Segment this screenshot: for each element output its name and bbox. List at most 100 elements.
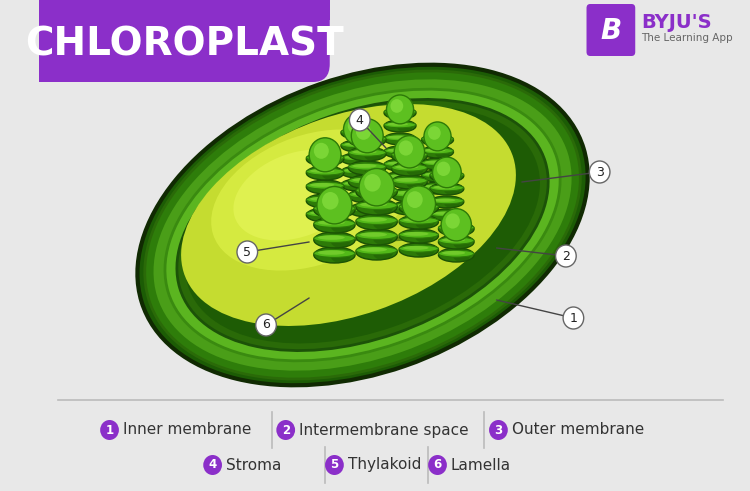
Ellipse shape (395, 178, 418, 182)
Ellipse shape (430, 198, 464, 204)
Ellipse shape (310, 155, 334, 159)
Ellipse shape (314, 232, 355, 248)
Ellipse shape (384, 109, 416, 115)
Ellipse shape (415, 215, 434, 229)
Ellipse shape (306, 154, 344, 161)
Ellipse shape (314, 217, 355, 233)
Ellipse shape (387, 123, 408, 126)
Ellipse shape (384, 120, 416, 132)
Ellipse shape (330, 247, 351, 263)
Ellipse shape (384, 107, 416, 119)
Ellipse shape (321, 208, 340, 222)
Ellipse shape (430, 183, 464, 195)
Ellipse shape (422, 136, 454, 142)
Ellipse shape (373, 184, 393, 200)
Ellipse shape (397, 159, 412, 171)
Ellipse shape (364, 161, 382, 175)
Ellipse shape (402, 186, 436, 221)
Ellipse shape (395, 204, 418, 208)
Text: Thylakoid: Thylakoid (347, 458, 421, 472)
Circle shape (100, 420, 119, 440)
Text: BYJU'S: BYJU'S (640, 12, 712, 31)
Ellipse shape (387, 136, 408, 139)
Ellipse shape (341, 142, 375, 148)
Text: 4: 4 (356, 113, 364, 127)
Ellipse shape (318, 220, 345, 225)
Ellipse shape (434, 146, 450, 158)
Ellipse shape (415, 201, 434, 215)
Ellipse shape (356, 184, 398, 200)
Ellipse shape (424, 185, 445, 188)
Ellipse shape (406, 149, 424, 163)
Ellipse shape (356, 124, 371, 140)
Ellipse shape (384, 161, 416, 167)
Ellipse shape (314, 247, 355, 263)
Ellipse shape (137, 65, 588, 385)
Ellipse shape (360, 232, 387, 237)
Ellipse shape (185, 107, 540, 343)
Ellipse shape (386, 95, 413, 124)
Ellipse shape (355, 153, 371, 165)
Ellipse shape (344, 114, 372, 145)
Ellipse shape (430, 211, 464, 217)
Ellipse shape (384, 146, 416, 158)
Ellipse shape (434, 170, 450, 182)
Text: Intermembrane space: Intermembrane space (298, 422, 469, 437)
Ellipse shape (422, 148, 454, 154)
Ellipse shape (330, 202, 351, 218)
Ellipse shape (436, 162, 450, 176)
Ellipse shape (392, 188, 427, 202)
Ellipse shape (321, 152, 340, 166)
Ellipse shape (439, 250, 474, 257)
Ellipse shape (356, 201, 398, 209)
Ellipse shape (442, 251, 465, 255)
Ellipse shape (355, 179, 371, 191)
Ellipse shape (434, 158, 450, 170)
Ellipse shape (364, 203, 382, 217)
Ellipse shape (384, 122, 416, 128)
Ellipse shape (306, 182, 344, 189)
FancyBboxPatch shape (39, 0, 330, 82)
Ellipse shape (442, 225, 465, 229)
Ellipse shape (306, 210, 344, 217)
Circle shape (590, 161, 610, 183)
Ellipse shape (422, 172, 454, 178)
Ellipse shape (443, 209, 460, 221)
Ellipse shape (387, 174, 408, 178)
Ellipse shape (439, 237, 474, 244)
Text: 2: 2 (562, 249, 570, 263)
Ellipse shape (330, 232, 351, 248)
Ellipse shape (422, 134, 454, 146)
Ellipse shape (373, 199, 393, 215)
Ellipse shape (430, 209, 464, 221)
Ellipse shape (355, 127, 371, 139)
Ellipse shape (397, 107, 412, 119)
Ellipse shape (373, 214, 393, 230)
Ellipse shape (392, 151, 427, 158)
Text: Stroma: Stroma (226, 458, 281, 472)
Ellipse shape (387, 149, 408, 152)
Ellipse shape (349, 191, 386, 198)
Ellipse shape (310, 211, 334, 215)
Ellipse shape (352, 206, 376, 210)
Ellipse shape (424, 122, 451, 151)
Ellipse shape (352, 150, 376, 154)
Ellipse shape (344, 182, 366, 185)
Ellipse shape (356, 231, 398, 240)
Ellipse shape (403, 218, 428, 222)
Ellipse shape (177, 100, 548, 351)
Ellipse shape (318, 205, 345, 210)
Ellipse shape (344, 142, 366, 146)
Ellipse shape (430, 196, 464, 208)
Ellipse shape (359, 168, 394, 206)
Ellipse shape (422, 182, 454, 194)
Ellipse shape (424, 161, 445, 164)
Text: 5: 5 (330, 459, 338, 471)
Ellipse shape (341, 155, 375, 161)
Ellipse shape (397, 172, 412, 184)
Ellipse shape (349, 163, 386, 170)
Ellipse shape (314, 219, 355, 227)
Ellipse shape (318, 235, 345, 240)
Text: Inner membrane: Inner membrane (123, 422, 251, 437)
Ellipse shape (434, 182, 450, 194)
